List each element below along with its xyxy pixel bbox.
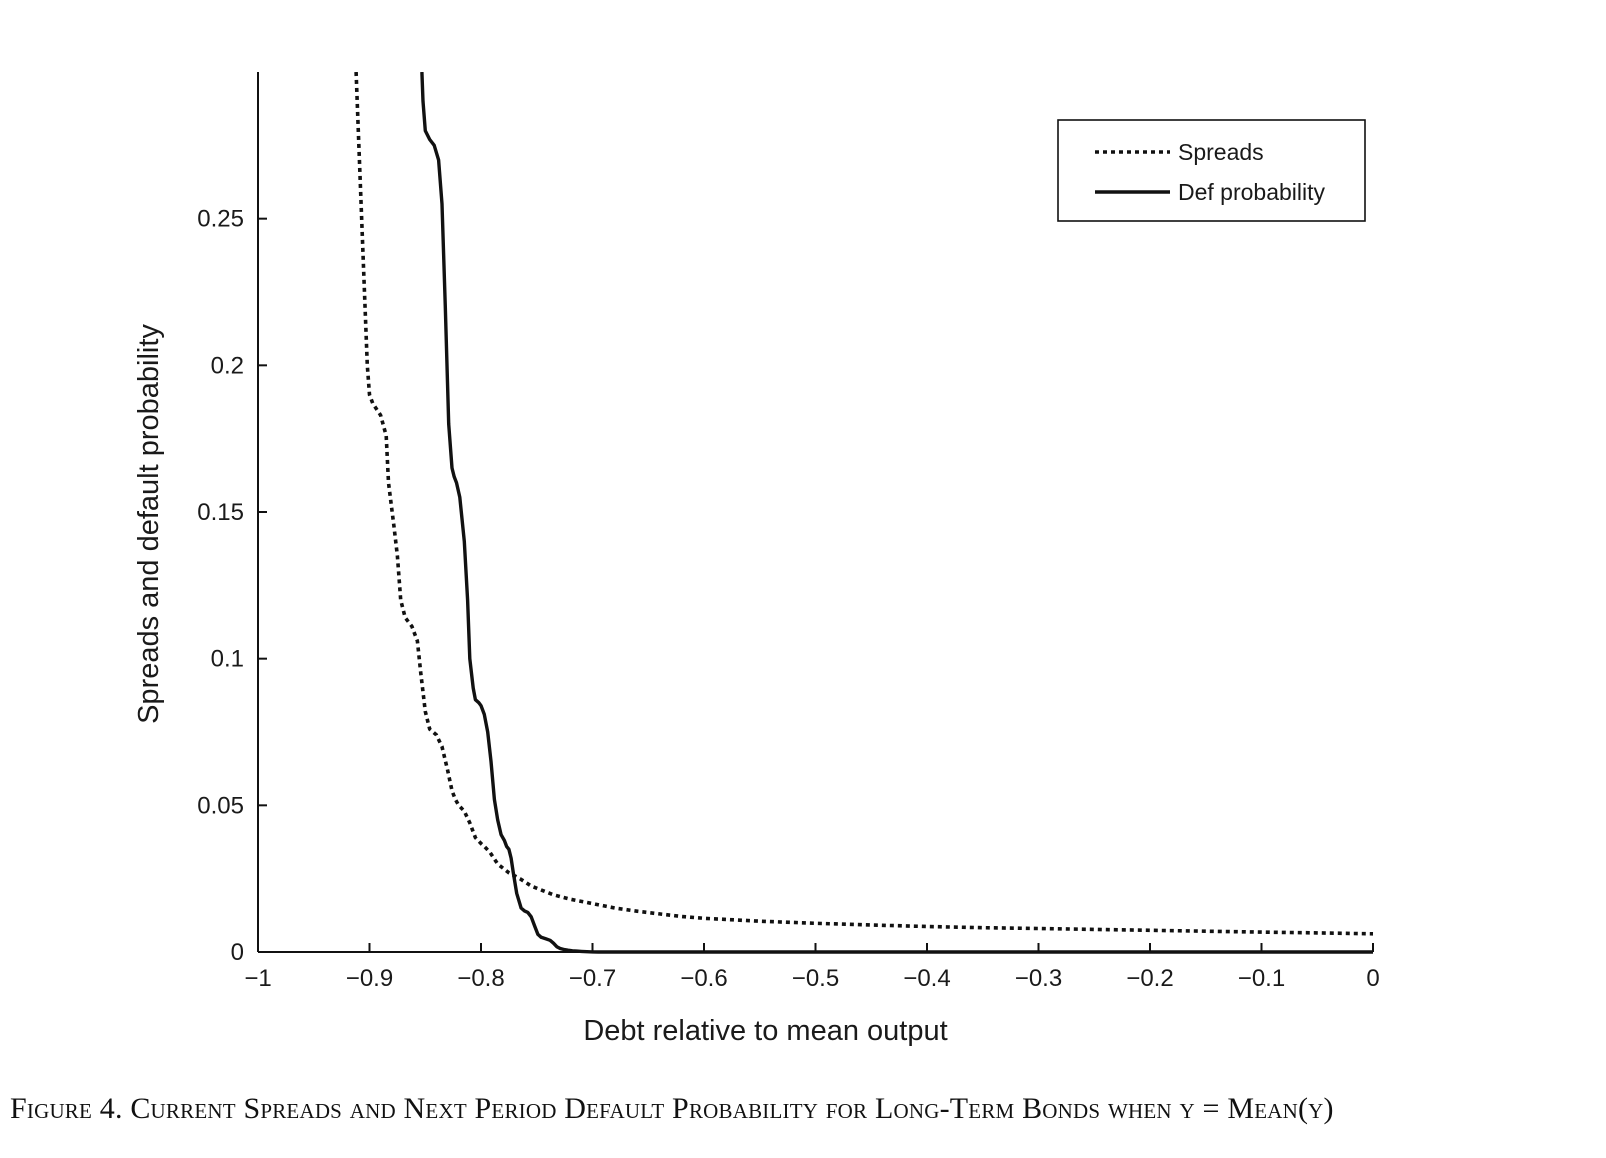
x-tick-label: −0.9: [346, 965, 393, 992]
x-tick-label: −0.4: [903, 965, 950, 992]
y-tick-label: 0.2: [211, 352, 244, 379]
x-tick-label: −0.5: [792, 965, 839, 992]
y-tick-label: 0.05: [197, 792, 244, 819]
y-tick-label: 0.25: [197, 206, 244, 233]
legend-label: Spreads: [1178, 139, 1264, 165]
x-axis-ticks: −1 −0.9 −0.8 −0.7 −0.6 −0.5 −0.4 −0.3 −0.2 −0.1 0: [244, 943, 1380, 992]
series-line-spreads: [354, 72, 1374, 936]
x-tick-label: −0.2: [1126, 965, 1173, 992]
x-tick-label: −0.7: [569, 965, 616, 992]
x-axis-title: Debt relative to mean output: [583, 1015, 947, 1047]
legend: Spreads Def probability: [1057, 119, 1366, 222]
y-axis-title: Spreads and default probability: [133, 324, 165, 724]
x-tick-label: −0.8: [457, 965, 504, 992]
y-axis-ticks: 0 0.05 0.1 0.15 0.2 0.25: [197, 206, 267, 966]
x-tick-label: −0.6: [680, 965, 727, 992]
x-tick-label: −0.3: [1015, 965, 1062, 992]
y-tick-label: 0.1: [211, 646, 244, 673]
x-tick-label: −0.1: [1238, 965, 1285, 992]
x-tick-label: −1: [244, 965, 271, 992]
series-line-def-probability: [420, 72, 1373, 954]
y-tick-label: 0.15: [197, 499, 244, 526]
x-tick-label: 0: [1366, 965, 1379, 992]
y-tick-label: 0: [231, 939, 244, 966]
figure-caption: Figure 4. Current Spreads and Next Perio…: [10, 1092, 1334, 1125]
legend-box: [1057, 119, 1366, 222]
legend-label: Def probability: [1178, 179, 1326, 205]
series-layer: [354, 72, 1374, 954]
